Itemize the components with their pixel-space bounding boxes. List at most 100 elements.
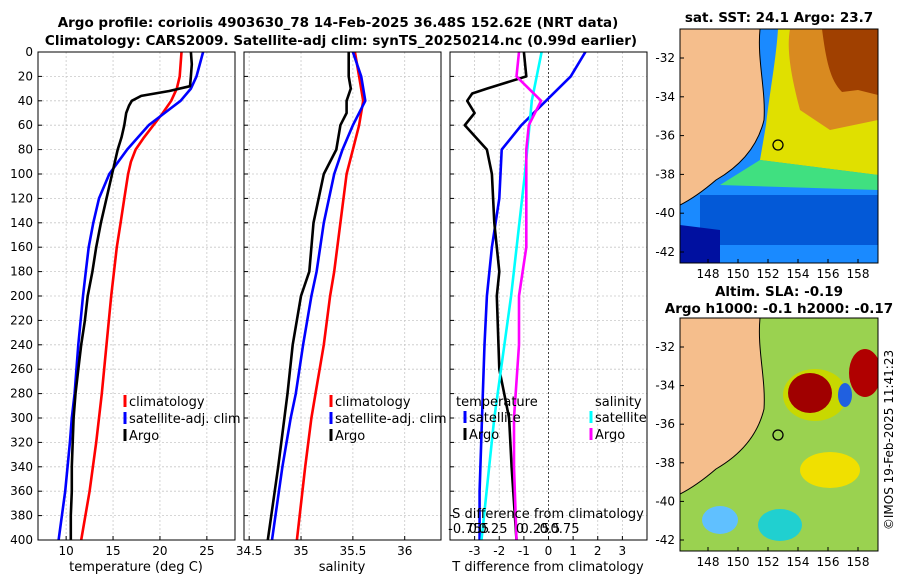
temperature-xlabel: temperature (deg C) <box>69 560 203 575</box>
sla-map-ticks: -32 -34 -36 -38 -40 -42 148 150 152 154 156 158 <box>655 340 869 569</box>
x-tick-label: 2 <box>594 544 602 558</box>
depth-tick-label: 100 <box>10 167 33 181</box>
map-lon-tick-label: 152 <box>757 267 780 281</box>
x-tick-label: -2 <box>493 544 505 558</box>
s-difference-ticks: -0.750.50.25 00.250.50.75 <box>448 522 579 537</box>
depth-tick-label: 360 <box>10 484 33 498</box>
map-lon-tick-label: 156 <box>817 555 840 569</box>
legend-label-satellite: satellite-adj. clim <box>335 412 447 427</box>
legend-label-argo: Argo <box>335 429 365 444</box>
map-lon-tick-label: 148 <box>697 267 720 281</box>
depth-tick-label: 220 <box>10 313 33 327</box>
sla-negative-patch <box>702 506 738 534</box>
x-tick-label: 36 <box>397 544 412 558</box>
main-title-line2: Climatology: CARS2009. Satellite-adj cli… <box>45 33 637 49</box>
x-tick-label: -3 <box>469 544 481 558</box>
x-tick-label: 35 <box>293 544 308 558</box>
sst-map-frame <box>679 28 879 264</box>
map-lat-tick-label: -40 <box>655 494 675 508</box>
depth-tick-label: 300 <box>10 411 33 425</box>
map-lon-tick-label: 156 <box>817 267 840 281</box>
map-lat-tick-label: -32 <box>655 51 675 65</box>
map-lat-tick-label: -34 <box>655 379 675 393</box>
argo-location-marker <box>772 429 784 441</box>
difference-series <box>463 52 587 540</box>
sla-warm-eddy-east <box>849 349 878 397</box>
series-line-argo <box>69 52 194 540</box>
temperature-axes-frame <box>37 51 236 541</box>
map-lon-tick-label: 158 <box>847 267 870 281</box>
map-lat-tick-label: -42 <box>655 245 675 259</box>
depth-tick-label: 160 <box>10 240 33 254</box>
mid-region <box>720 160 878 190</box>
depth-tick-labels: 0 20 40 60 80 100 120 140 160 180 200 220 240 260 280 3… <box>10 45 454 547</box>
legend-header-temperature: temperature <box>456 395 538 410</box>
x-tick-label: 15 <box>105 544 120 558</box>
depth-tick-label: 80 <box>18 143 33 157</box>
x-tick-label: 3 <box>619 544 627 558</box>
difference-xlabel: T difference from climatology <box>451 560 644 575</box>
sla-negative-patch <box>758 509 802 541</box>
legend-label-argo: Argo <box>129 429 159 444</box>
series-line-argo <box>266 52 353 540</box>
salinity-xlabel: salinity <box>319 560 366 575</box>
map-lon-tick-label: 154 <box>787 555 810 569</box>
series-line-satellite-adj-clim <box>270 52 367 540</box>
map-lon-tick-label: 148 <box>697 555 720 569</box>
x-tick-label: 25 <box>199 544 214 558</box>
map-lat-tick-label: -36 <box>655 417 675 431</box>
map-lat-tick-label: -38 <box>655 456 675 470</box>
legend-label-s-argo: Argo <box>595 428 625 443</box>
salinity-series <box>266 52 367 540</box>
depth-tick-label: 40 <box>18 94 33 108</box>
series-line-temperature-argo <box>463 52 528 540</box>
map-lat-tick-label: -34 <box>655 90 675 104</box>
salinity-x-ticks: 34.5 35 35.5 36 <box>236 536 412 558</box>
depth-tick-label: 140 <box>10 216 33 230</box>
depth-tick-label: 20 <box>18 69 33 83</box>
depth-tick-label: 260 <box>10 362 33 376</box>
legend-header-salinity: salinity <box>595 395 642 410</box>
s-diff-tick-label: -0.75 <box>448 522 482 537</box>
map-lon-tick-label: 154 <box>787 267 810 281</box>
depth-tick-label: 120 <box>10 191 33 205</box>
series-line-salinity-argo <box>512 52 543 540</box>
coastline <box>680 29 765 206</box>
series-line-satellite-adj-clim <box>57 52 205 540</box>
x-tick-label: 1 <box>569 544 577 558</box>
legend-label-climatology: climatology <box>335 395 411 410</box>
depth-tick-label: 380 <box>10 509 33 523</box>
map-lon-tick-label: 152 <box>757 555 780 569</box>
x-tick-label: 20 <box>152 544 167 558</box>
legend-label-s-satellite: satellite <box>595 411 647 426</box>
sla-map-frame <box>679 317 879 552</box>
s-diff-tick-label: 0.75 <box>551 522 580 537</box>
map-lat-tick-label: -42 <box>655 533 675 547</box>
legend-label-t-satellite: satellite <box>469 411 521 426</box>
depth-tick-label: 280 <box>10 387 33 401</box>
s-diff-tick-label: 0.25 <box>479 522 508 537</box>
s-diff-tick-label: 0.25 <box>521 522 550 537</box>
map-lon-tick-label: 158 <box>847 555 870 569</box>
depth-tick-label: 340 <box>10 460 33 474</box>
series-line-climatology <box>79 52 183 540</box>
sla-warm-eddy <box>788 373 832 413</box>
sst-map-ticks: -32 -34 -36 -38 -40 -42 148 150 152 154 156 158 <box>655 51 869 281</box>
legend-label-t-argo: Argo <box>469 428 499 443</box>
x-tick-label: 10 <box>59 544 74 558</box>
main-title-line1: Argo profile: coriolis 4903630_78 14-Feb… <box>58 15 619 31</box>
cold-region <box>680 225 720 263</box>
sla-cold-eddy <box>838 383 852 407</box>
s-diff-tick-label: 0 <box>516 522 524 537</box>
depth-tick-label: 240 <box>10 338 33 352</box>
map-lon-tick-label: 150 <box>727 555 750 569</box>
map-lat-tick-label: -32 <box>655 340 675 354</box>
x-tick-label: 0 <box>545 544 553 558</box>
depth-tick-label: 60 <box>18 118 33 132</box>
sst-map-title: sat. SST: 24.1 Argo: 23.7 <box>685 10 873 26</box>
cool-region <box>700 195 878 245</box>
x-tick-label: 35.5 <box>340 544 367 558</box>
salinity-grid <box>244 51 441 541</box>
map-lat-tick-label: -36 <box>655 129 675 143</box>
